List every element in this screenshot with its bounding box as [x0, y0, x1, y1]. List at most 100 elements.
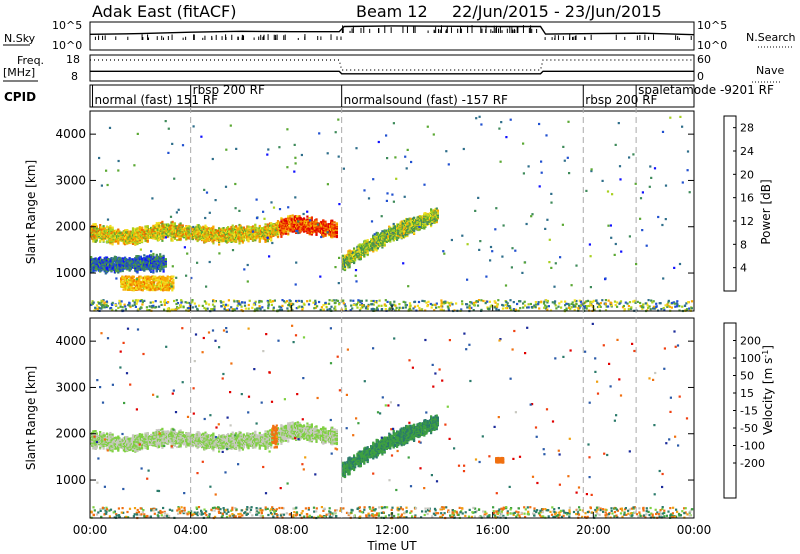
date-range: 22/Jun/2015 - 23/Jun/2015 — [452, 2, 662, 21]
data-cell — [275, 222, 278, 225]
data-cell — [194, 232, 197, 235]
data-cell — [189, 232, 192, 235]
data-cell — [315, 233, 318, 236]
data-cell — [134, 233, 137, 236]
data-cell — [291, 214, 294, 217]
data-cell — [255, 230, 258, 234]
data-cell — [274, 234, 277, 237]
data-cell — [230, 238, 233, 241]
data-cell — [249, 237, 252, 240]
data-cell — [275, 230, 278, 233]
data-cell — [92, 240, 95, 243]
cpid-mode-label: normalsound (fast) -157 RF — [344, 93, 508, 107]
data-cell — [188, 233, 191, 236]
data-cell — [161, 229, 164, 232]
data-cell — [213, 236, 216, 239]
data-cell — [146, 225, 149, 228]
data-cell — [179, 237, 182, 240]
data-cell — [171, 230, 174, 233]
data-cell — [119, 234, 122, 237]
data-cell — [251, 235, 255, 238]
data-cell — [244, 231, 247, 234]
data-cell — [188, 232, 191, 235]
data-cell — [293, 224, 296, 227]
data-cell — [228, 232, 231, 235]
data-cell — [91, 228, 94, 231]
data-cell — [213, 238, 216, 241]
data-cell — [327, 228, 330, 231]
data-cell — [231, 224, 234, 227]
data-cell — [153, 233, 156, 236]
data-cell — [268, 231, 272, 234]
nsky-series-line — [89, 25, 695, 36]
data-cell — [143, 230, 146, 233]
data-cell — [232, 234, 235, 237]
data-cell — [100, 237, 103, 240]
data-cell — [172, 225, 175, 228]
data-cell — [105, 240, 109, 243]
data-cell — [280, 235, 283, 238]
data-cell — [244, 234, 247, 237]
data-cell — [272, 223, 275, 226]
nsky-tick-low: 10^0 — [52, 39, 82, 52]
data-cell — [114, 239, 118, 242]
data-cell — [139, 229, 142, 232]
data-cell — [249, 226, 252, 229]
data-cell — [143, 232, 146, 236]
data-cell — [171, 235, 174, 238]
data-cell — [331, 229, 334, 232]
data-cell — [314, 224, 317, 227]
data-cell — [134, 227, 137, 230]
data-cell — [138, 236, 141, 239]
data-cell — [152, 237, 155, 240]
data-cell — [232, 233, 235, 236]
data-cell — [167, 223, 170, 226]
data-cell — [142, 229, 145, 232]
data-cell — [400, 236, 403, 239]
data-cell — [255, 226, 258, 229]
data-cell — [138, 239, 141, 242]
data-cell — [324, 234, 327, 237]
data-cell — [293, 220, 296, 223]
data-cell — [324, 227, 327, 230]
data-cell — [99, 240, 102, 243]
data-cell — [270, 235, 273, 238]
data-cell — [111, 243, 114, 246]
data-cell — [195, 229, 198, 232]
data-cell — [393, 236, 396, 239]
data-cell — [194, 227, 197, 231]
data-cell — [276, 220, 280, 223]
data-cell — [262, 231, 265, 234]
data-cell — [156, 232, 159, 235]
data-cell — [194, 234, 197, 237]
data-cell — [245, 228, 248, 231]
data-cell — [94, 238, 97, 241]
data-cell — [265, 234, 268, 237]
data-cell — [174, 225, 178, 228]
data-cell — [279, 225, 282, 228]
data-cell — [232, 227, 235, 230]
data-cell — [108, 228, 111, 231]
data-cell — [139, 237, 142, 240]
nave-tick-high: 60 — [697, 53, 711, 66]
nsearch-tick-high: 10^5 — [697, 19, 727, 32]
data-cell — [272, 230, 275, 234]
data-cell — [151, 228, 154, 231]
data-cell — [117, 238, 120, 241]
data-cell — [161, 224, 164, 227]
data-cell — [141, 241, 144, 244]
data-cell — [310, 228, 313, 231]
data-cell — [111, 231, 114, 234]
data-cell — [129, 241, 132, 244]
data-cell — [220, 238, 223, 241]
data-cell — [211, 233, 214, 236]
data-cell — [251, 234, 255, 237]
data-cell — [268, 224, 272, 227]
data-cell — [262, 227, 265, 230]
data-cell — [161, 237, 164, 240]
data-cell — [249, 232, 252, 235]
data-cell — [293, 230, 296, 233]
data-cell — [262, 236, 265, 239]
data-cell — [188, 237, 191, 240]
